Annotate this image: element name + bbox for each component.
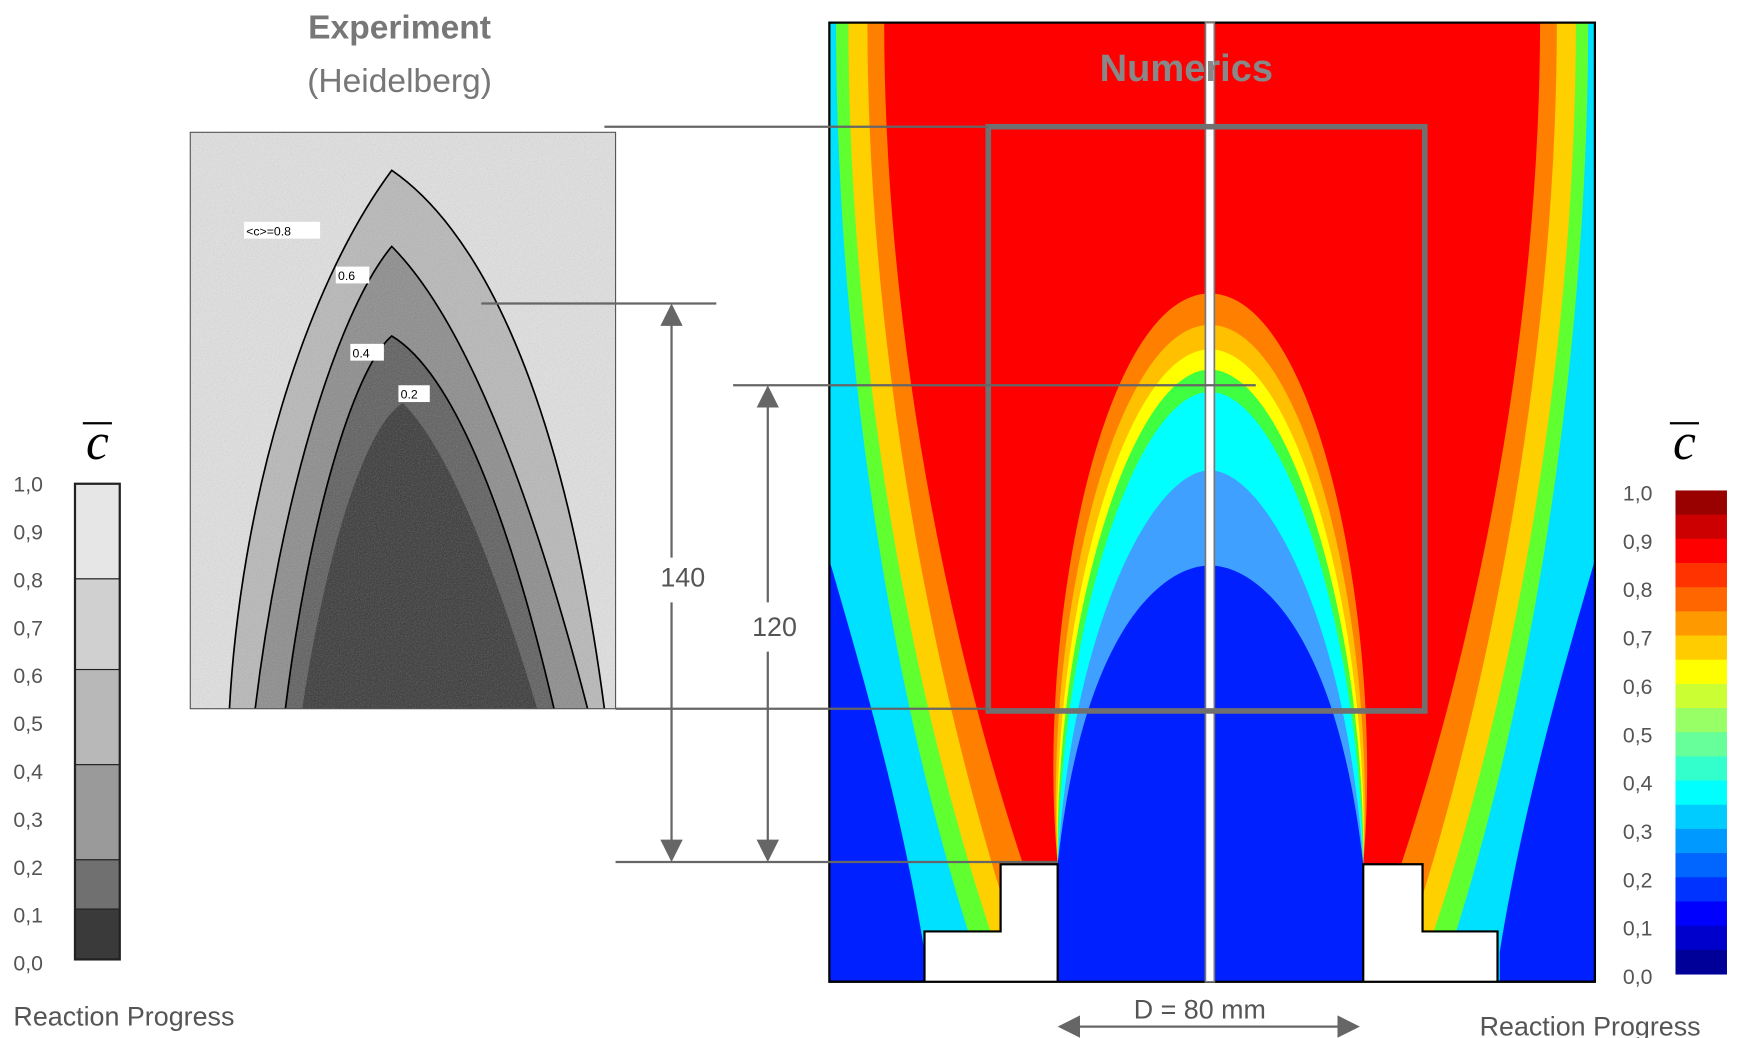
tick-label: 0,3 — [13, 808, 43, 832]
tick-label: 0,6 — [1623, 675, 1653, 699]
bar-frame — [73, 482, 121, 961]
bar-segment — [1675, 901, 1727, 927]
numerics-title: Numerics — [1100, 48, 1273, 90]
tick-label: 0,0 — [13, 952, 43, 976]
tick-label: 0,7 — [1623, 627, 1653, 651]
tick-label: 0,6 — [13, 664, 43, 688]
bar-segment — [1675, 804, 1727, 830]
bar-segment — [1675, 587, 1727, 612]
tick-label: 0,8 — [1623, 578, 1653, 602]
tick-label: 0,2 — [1623, 868, 1653, 892]
contour-label: 0.6 — [338, 269, 355, 283]
bar-segment — [1675, 562, 1727, 588]
bar-segment — [74, 668, 121, 766]
contour-label: 0.2 — [401, 388, 418, 402]
bar-segment — [1675, 756, 1727, 782]
scale-caption: Reaction Progress — [1480, 1012, 1701, 1038]
bar-segment — [74, 764, 121, 861]
tick-label: 0,9 — [1623, 530, 1653, 554]
bar-segment — [74, 859, 121, 910]
bar-segment — [1675, 732, 1727, 757]
bar-segment — [1675, 877, 1727, 903]
tick-label: 0,5 — [1623, 723, 1653, 747]
scale-symbol: c — [1673, 414, 1696, 471]
tick-label: 0,8 — [13, 568, 43, 592]
tick-label: 0,4 — [1623, 772, 1653, 796]
bar-segment — [74, 483, 121, 580]
dimension-label: D = 80 mm — [1134, 995, 1266, 1025]
bar-segment — [74, 908, 121, 960]
bar-segment — [1675, 611, 1727, 637]
dimension-lines — [481, 125, 1360, 1038]
dimension-label: 120 — [752, 612, 797, 642]
tick-label: 0,0 — [1623, 965, 1653, 989]
bar-segment — [1675, 683, 1727, 709]
bar-segment — [1675, 538, 1727, 564]
tick-label: 1,0 — [13, 473, 43, 497]
scale-symbol: c — [86, 414, 109, 471]
grayscale-bar: 1,0 0,9 0,8 0,7 0,6 0,5 0,4 0,3 0,2 0,1 0,0 — [13, 473, 121, 976]
color-bar: 1,0 0,9 0,8 0,7 0,6 0,5 0,4 0,3 0,2 0,1 0,0 — [1623, 482, 1727, 989]
tick-label: 0,4 — [13, 760, 43, 784]
bar-segment — [1675, 490, 1727, 516]
bar-segment — [1675, 828, 1727, 854]
tick-label: 0,5 — [13, 712, 43, 736]
bar-segment — [1675, 925, 1727, 951]
scale-caption: Reaction Progress — [13, 1001, 234, 1031]
tick-label: 0,1 — [13, 904, 43, 928]
bar-segment — [1675, 708, 1727, 733]
dimension-label: 140 — [660, 563, 705, 593]
bar-segment — [1675, 853, 1727, 878]
bar-segment — [1675, 780, 1727, 806]
bar-segment — [1675, 635, 1727, 661]
experiment-image: <c>=0.8 0.6 0.4 0.2 — [189, 131, 617, 710]
bar-segment — [1675, 514, 1727, 540]
tick-label: 0,2 — [13, 856, 43, 880]
experiment-subtitle: (Heidelberg) — [307, 63, 492, 100]
experiment-title: Experiment — [308, 9, 491, 46]
flow-layer — [829, 559, 925, 982]
tick-label: 1,0 — [1623, 482, 1653, 506]
flow-layer — [1499, 559, 1595, 982]
contour-label: <c>=0.8 — [246, 224, 291, 238]
bar-segment — [74, 578, 121, 671]
bar-segment — [1675, 949, 1727, 975]
tick-label: 0,3 — [1623, 820, 1653, 844]
tick-label: 0,9 — [13, 520, 43, 544]
tick-label: 0,1 — [1623, 917, 1653, 941]
contour-label: 0.4 — [353, 346, 370, 360]
tick-label: 0,7 — [13, 616, 43, 640]
bar-segment — [1675, 659, 1727, 685]
